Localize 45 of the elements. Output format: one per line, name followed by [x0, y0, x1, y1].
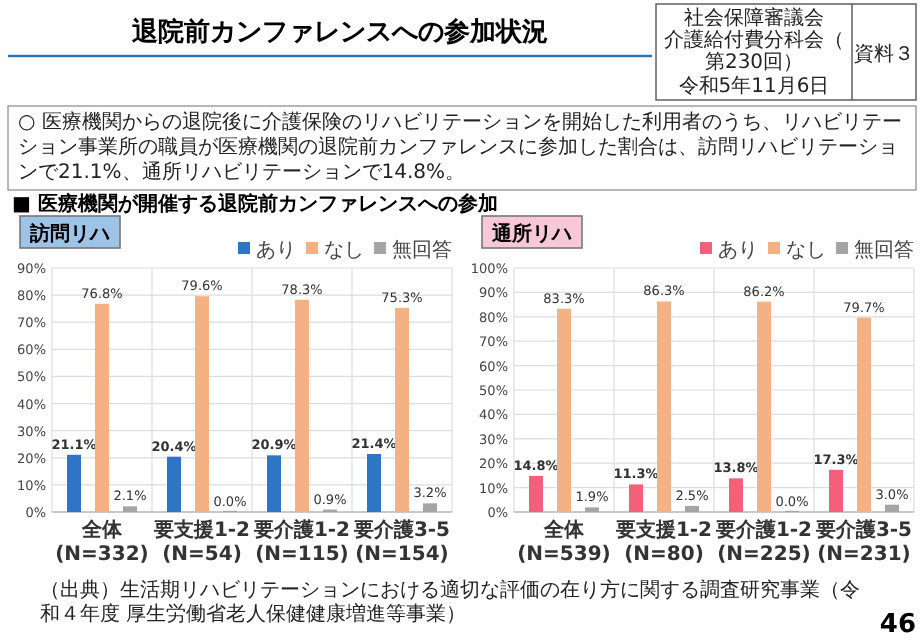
x-tick-label: 要介護1-2 (N=115) — [251, 518, 351, 566]
bar — [857, 317, 871, 512]
bar — [395, 307, 409, 512]
x-tick-label: 全体 (N=539) — [517, 518, 611, 566]
bar — [629, 484, 643, 512]
legend-label: なし — [786, 240, 826, 262]
text: ○ 医療機関からの退院後に介護保険のリハビリテーションを開始した利用者のうち、リハビリテーション事業所の職員が医療機関の退院前カンファレンスに参加した割合は、訪問リハビリテーションで21.1%、通所リハビリテーションで14.8%。 — [18, 110, 902, 184]
bar — [267, 455, 281, 512]
legend-label: あり — [256, 240, 296, 262]
legend-label: あり — [718, 240, 758, 262]
text: 令和5年11月6日 — [678, 74, 830, 98]
text: 資料３ — [854, 42, 914, 66]
bar — [829, 469, 843, 512]
bar — [295, 299, 309, 512]
bar — [423, 503, 437, 512]
x-tick-label: 要介護3-5 (N=154) — [351, 518, 451, 566]
legend-label: なし — [324, 240, 364, 262]
text: 介護給付費分科会（第230回） — [664, 28, 844, 74]
bar — [685, 505, 699, 512]
text: （出典）生活期リハビリテーションにおける適切な評価の在り方に関する調査研究事業（令和４年度 厚生労働省老人保健健康増進等事業） — [40, 578, 860, 626]
x-tick-label: 要介護3-5 (N=231) — [813, 518, 913, 566]
chart-title: 訪問リハ — [28, 222, 110, 246]
bar — [729, 478, 743, 512]
bar — [557, 308, 571, 512]
x-tick-label: 要支援1-2 (N=54) — [151, 518, 251, 566]
bar — [529, 475, 543, 512]
chart-title: 通所リハ — [490, 222, 572, 246]
bar — [67, 454, 81, 512]
bar — [195, 296, 209, 512]
x-tick-label: 全体 (N=332) — [55, 518, 149, 566]
bar — [95, 303, 109, 512]
bar — [123, 506, 137, 512]
legend-label: 無回答 — [854, 238, 914, 262]
x-tick-label: 要支援1-2 (N=80) — [613, 518, 713, 566]
text: ■ 医療機関が開催する退院前カンファレンスへの参加 — [12, 192, 498, 216]
text: 46 — [879, 610, 916, 640]
text: 退院前カンファレンスへの参加状況 — [130, 16, 548, 48]
bar — [367, 453, 381, 512]
legend-label: 無回答 — [392, 238, 452, 262]
bar — [757, 301, 771, 512]
bar — [657, 301, 671, 512]
x-tick-label: 要介護1-2 (N=225) — [713, 518, 813, 566]
bar — [167, 456, 181, 512]
bar — [885, 504, 899, 512]
text: 社会保障審議会 — [684, 6, 824, 30]
